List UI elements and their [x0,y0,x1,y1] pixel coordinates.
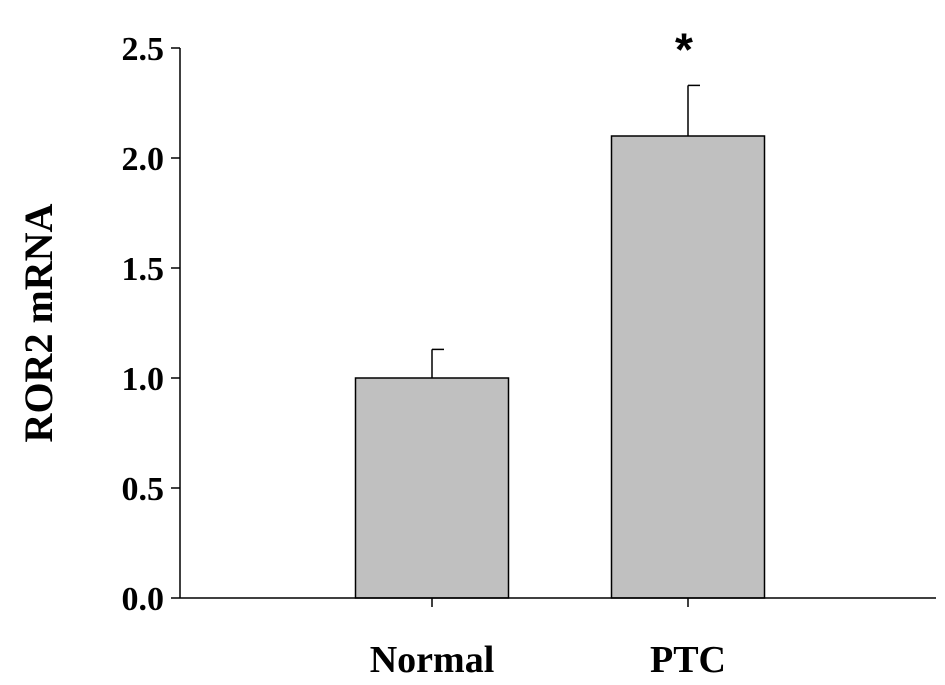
y-tick-label: 0.5 [122,471,165,508]
y-axis-ticks: 0.0 0.5 1.0 1.5 2.0 2.5 [122,31,180,618]
bar-ptc [610,135,766,599]
y-tick-label: 0.0 [122,581,165,618]
x-tick-label-normal: Normal [370,639,495,681]
bars [354,135,766,599]
y-tick-label: 1.5 [122,251,165,288]
x-axis-ticks: Normal PTC [370,598,726,681]
y-axis-title: ROR2 mRNA [16,203,61,442]
error-bars: * [431,23,700,378]
significance-marker: * [675,23,693,75]
y-tick-label: 1.0 [122,361,165,398]
y-tick-label: 2.5 [122,31,165,68]
bar-normal [354,377,510,599]
x-tick-label-ptc: PTC [650,639,726,681]
y-tick-label: 2.0 [122,141,165,178]
